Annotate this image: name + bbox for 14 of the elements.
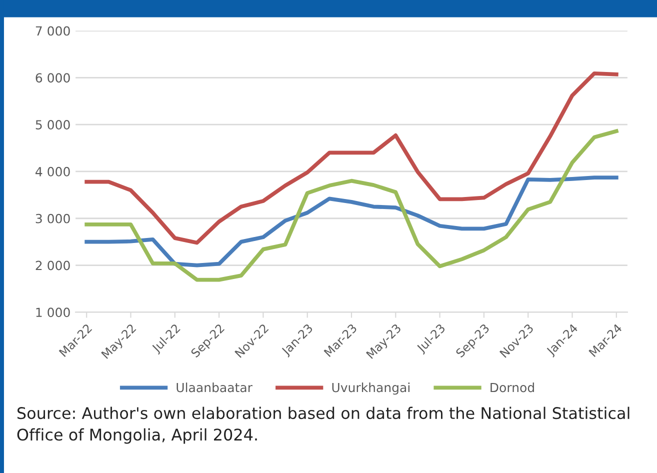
y-tick-label: 5 000	[36, 120, 70, 130]
legend-label: Uvurkhangai	[332, 382, 410, 395]
y-tick-label: 6 000	[36, 73, 70, 83]
line-series	[84, 129, 618, 282]
legend-label: Ulaanbaatar	[176, 382, 252, 392]
y-tick-label: 2 000	[36, 260, 70, 270]
y-tick-label: 1 000	[36, 308, 70, 318]
legend-label: Dornod	[490, 382, 534, 392]
y-tick-label: 4 000	[36, 166, 70, 176]
line-series	[84, 71, 618, 245]
source-note: Source: Author's own elaboration based on data from the National Statistical Office of Mongolia, April 2024.	[17, 406, 630, 444]
line-series	[84, 176, 618, 268]
y-tick-label: 3 000	[36, 214, 70, 224]
y-tick-label: 7 000	[36, 26, 70, 36]
